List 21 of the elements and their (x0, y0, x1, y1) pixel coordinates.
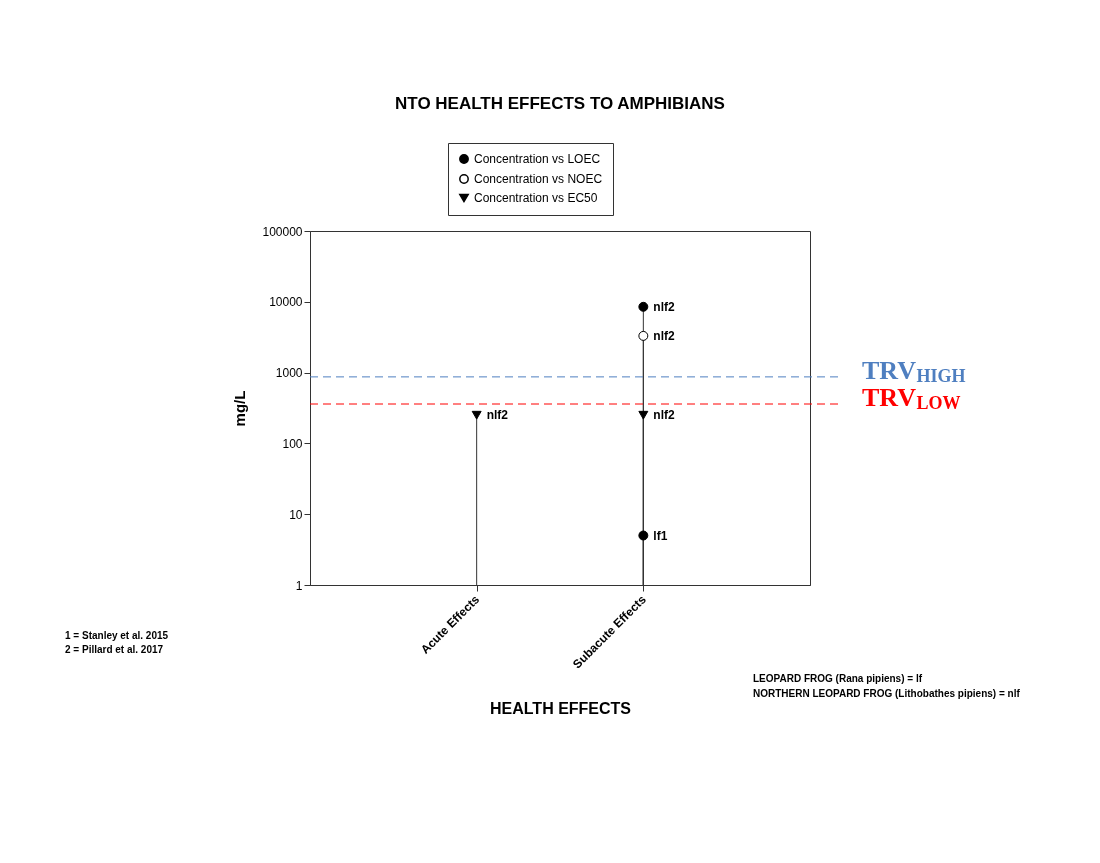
chart-title: NTO HEALTH EFFECTS TO AMPHIBIANS (395, 93, 725, 113)
y-tick-label: 10 (289, 507, 303, 522)
data-label: nlf2 (486, 408, 509, 423)
y-tick-label: 100000 (262, 224, 303, 239)
y-tick-label: 1 (295, 578, 303, 593)
text: NORTHERN LEOPARD FROG (Lithobathes pipiens) = nlf (753, 688, 1021, 699)
data-label: nlf2 (653, 299, 675, 314)
text: LEOPARD FROG (Rana pipiens) = lf (753, 673, 923, 684)
legend-label: Concentration vs LOEC (474, 152, 601, 166)
text: 2 = Pillard et al. 2017 (65, 644, 164, 655)
legend-label: Concentration vs EC50 (474, 191, 598, 205)
y-tick-label: 10000 (269, 295, 303, 310)
data-label: nlf2 (653, 408, 675, 423)
y-tick-label: 100 (282, 436, 303, 451)
text: 1 = Stanley et al. 2015 (65, 630, 169, 641)
y-axis-title: mg/L (231, 390, 249, 427)
data-label: nlf2 (653, 328, 675, 343)
x-axis-title: HEALTH EFFECTS (489, 699, 632, 717)
y-tick-label: 1000 (275, 366, 303, 381)
data-label: lf1 (653, 528, 668, 543)
legend-label: Concentration vs NOEC (474, 172, 603, 186)
